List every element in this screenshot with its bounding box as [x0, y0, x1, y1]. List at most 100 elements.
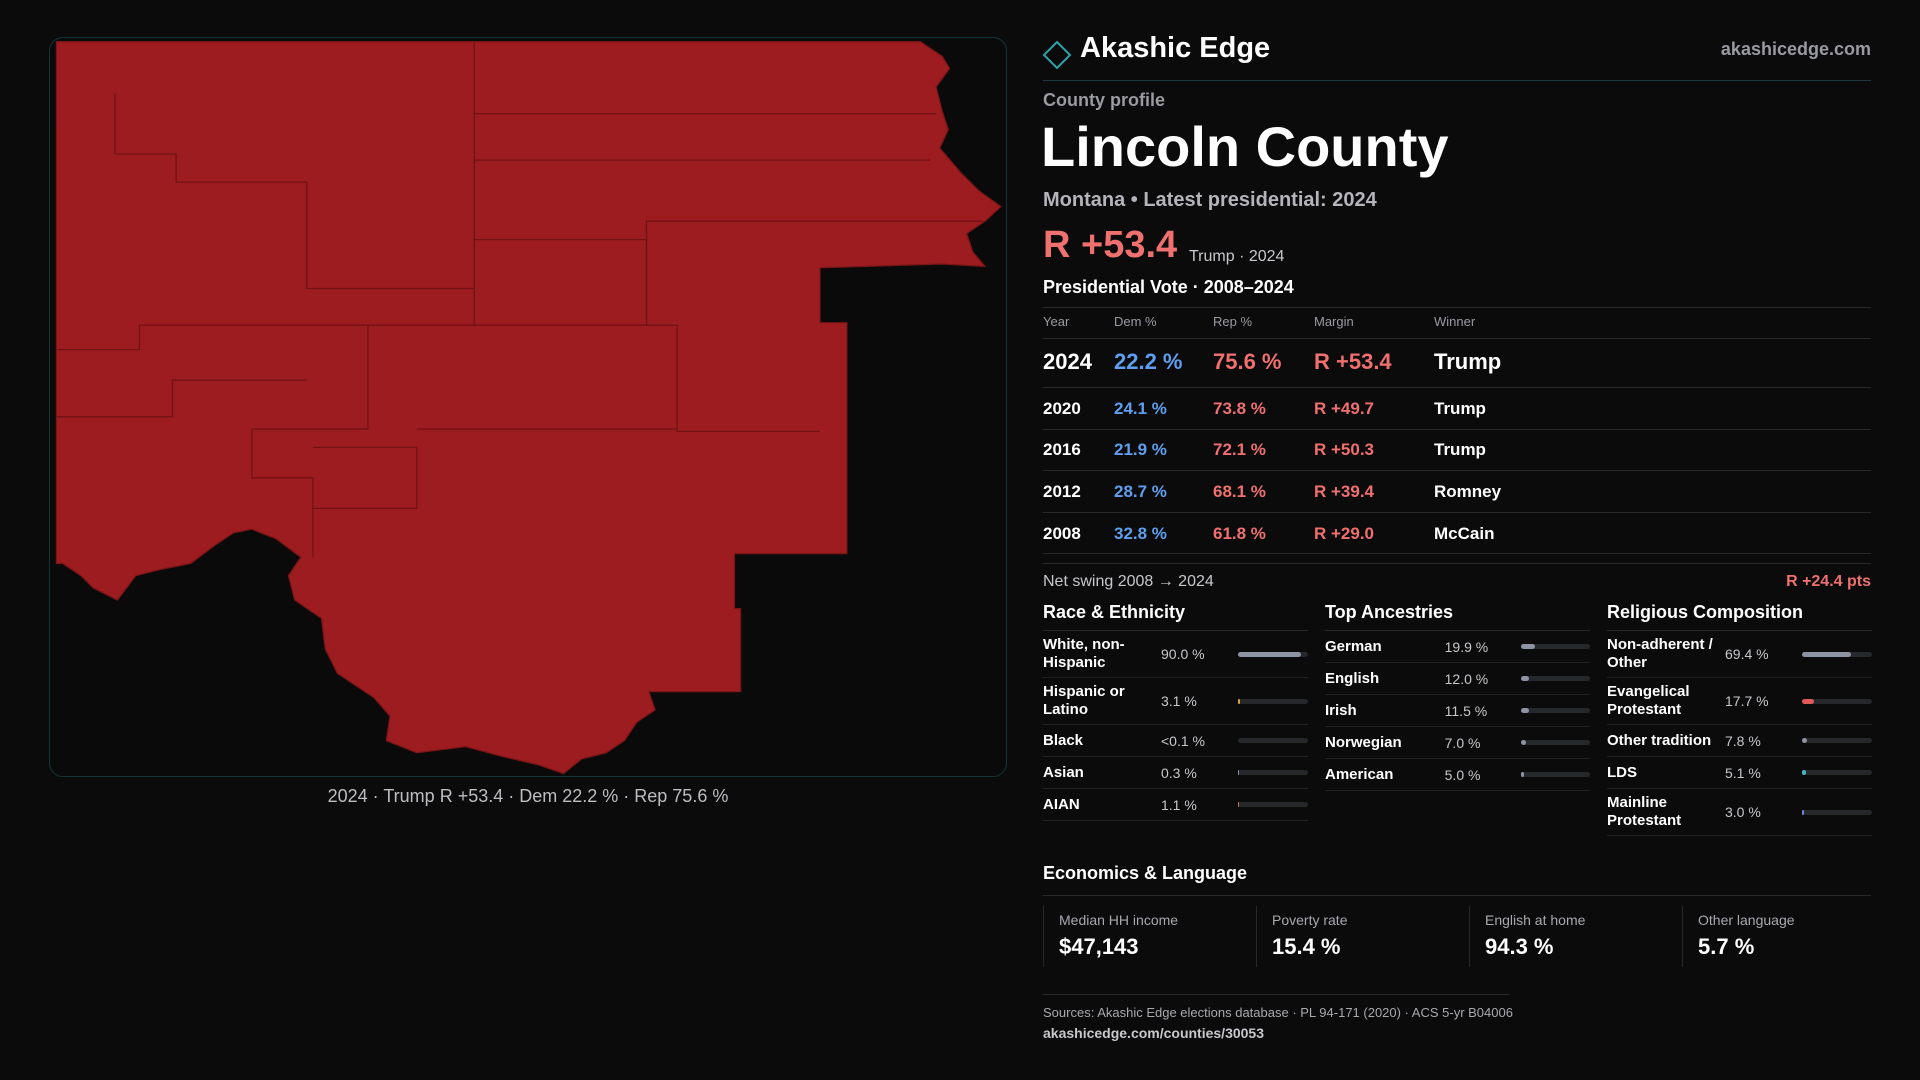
item-label: Hispanic or Latino [1043, 683, 1125, 718]
swing-label: Net swing 2008 → 2024 [1043, 573, 1214, 590]
precinct-lines [56, 41, 985, 558]
item-value: 5.1 % [1725, 764, 1761, 781]
column-header: Winner [1434, 314, 1476, 329]
demographic-row: Other tradition 7.8 % [1607, 725, 1872, 757]
item-value: 1.1 % [1161, 796, 1197, 813]
bar-track [1520, 708, 1590, 713]
table-cell: 2012 [1043, 482, 1081, 501]
stat-card: Poverty rate 15.4 % [1256, 906, 1462, 967]
table-cell: 24.1 % [1114, 399, 1167, 418]
bar-track [1802, 651, 1872, 657]
table-cell: 68.1 % [1213, 482, 1266, 501]
demographic-row: Mainline Protestant 3.0 % [1607, 789, 1872, 836]
table-cell: Romney [1434, 482, 1502, 501]
column-header: Year [1043, 314, 1070, 329]
subtitle: Montana • Latest presidential: 2024 [1043, 189, 1377, 211]
bar [1520, 772, 1525, 777]
table-cell: 21.9 % [1114, 440, 1167, 459]
bar-track [1238, 770, 1308, 775]
divider [1043, 553, 1871, 554]
table-cell: 32.8 % [1114, 524, 1167, 543]
table-cell: R +50.3 [1314, 440, 1375, 459]
demographic-row: LDS 5.1 % [1607, 757, 1872, 789]
bar [1520, 676, 1530, 681]
bar-track [1238, 651, 1308, 657]
item-value: 3.0 % [1725, 804, 1761, 820]
county-name: Lincoln County [1041, 115, 1449, 178]
item-value: 5.0 % [1444, 766, 1481, 783]
bar [1520, 644, 1535, 649]
bar [1802, 809, 1805, 815]
table-cell: Trump [1434, 399, 1486, 418]
table-cell: 75.6 % [1213, 349, 1282, 374]
bar [1802, 698, 1815, 704]
table-cell: 72.1 % [1213, 440, 1266, 459]
demographic-row: Non-adherent / Other 69.4 % [1607, 631, 1872, 678]
item-label: Black [1043, 731, 1084, 749]
stat-value: 15.4 % [1272, 934, 1341, 959]
stat-value: 5.7 % [1698, 934, 1755, 959]
column-title: Race & Ethnicity [1043, 600, 1308, 631]
item-label: Norwegian [1325, 733, 1402, 751]
bar-track [1520, 676, 1590, 681]
item-label: LDS [1607, 763, 1637, 781]
divider [1043, 307, 1871, 308]
demographic-row: Norwegian 7.0 % [1325, 727, 1590, 759]
divider [1043, 429, 1871, 430]
item-label: English [1325, 669, 1380, 687]
divider [1043, 470, 1871, 471]
item-label: AIAN [1043, 795, 1080, 813]
item-value: <0.1 % [1161, 732, 1205, 749]
bar-track [1238, 802, 1308, 807]
bar [1238, 698, 1241, 704]
table-cell: 61.8 % [1213, 524, 1266, 543]
item-label: Irish [1325, 701, 1357, 719]
table-cell: 2008 [1043, 524, 1081, 543]
item-value: 7.8 % [1725, 732, 1761, 749]
table-cell: 22.2 % [1114, 349, 1183, 374]
demographic-row: White, non-Hispanic 90.0 % [1043, 631, 1308, 678]
item-label: Mainline Protestant [1607, 794, 1682, 829]
item-label: Asian [1043, 763, 1084, 781]
map-caption: 2024 · Trump R +53.4 · Dem 22.2 % · Rep … [327, 786, 729, 806]
county-map [55, 41, 1002, 775]
divider [1043, 994, 1509, 995]
demographic-row: Asian 0.3 % [1043, 757, 1308, 789]
headline-margin: R +53.4 [1043, 224, 1178, 266]
bar [1802, 770, 1806, 775]
stat-card: Other language 5.7 % [1682, 906, 1888, 967]
item-value: 7.0 % [1444, 734, 1481, 751]
stat-card: English at home 94.3 % [1469, 906, 1675, 967]
demographic-column: Race & Ethnicity White, non-Hispanic 90.0 … [1043, 600, 1308, 821]
stat-label: Median HH income [1059, 912, 1179, 928]
divider [1043, 512, 1871, 513]
demographic-row: German 19.9 % [1325, 631, 1590, 663]
table-cell: 73.8 % [1213, 399, 1266, 418]
headline-note: Trump · 2024 [1189, 248, 1285, 265]
stat-label: English at home [1485, 912, 1586, 928]
item-value: 3.1 % [1161, 693, 1197, 709]
sources: Sources: Akashic Edge elections database… [1043, 1005, 1513, 1020]
stat-value: $47,143 [1059, 934, 1139, 959]
swing-value: R +24.4 pts [1786, 573, 1871, 590]
demographic-row: American 5.0 % [1325, 759, 1590, 791]
table-cell: Trump [1434, 440, 1486, 459]
column-title: Top Ancestries [1325, 600, 1590, 631]
bar [1238, 802, 1239, 807]
item-label: Non-adherent / Other [1607, 636, 1713, 671]
column-title: Religious Composition [1607, 600, 1872, 631]
item-label: American [1325, 765, 1394, 783]
brand-name: Akashic Edge [1080, 32, 1271, 64]
bar [1520, 740, 1526, 745]
item-label: White, non-Hispanic [1043, 636, 1125, 671]
bar-track [1520, 772, 1590, 777]
demographic-row: Hispanic or Latino 3.1 % [1043, 678, 1308, 725]
table-cell: 2024 [1043, 349, 1092, 374]
table-cell: R +39.4 [1314, 482, 1375, 501]
economics-title: Economics & Language [1043, 863, 1248, 883]
stat-value: 94.3 % [1485, 934, 1554, 959]
bar [1802, 738, 1808, 743]
table-cell: R +29.0 [1314, 524, 1375, 543]
column-header: Rep % [1213, 314, 1253, 329]
